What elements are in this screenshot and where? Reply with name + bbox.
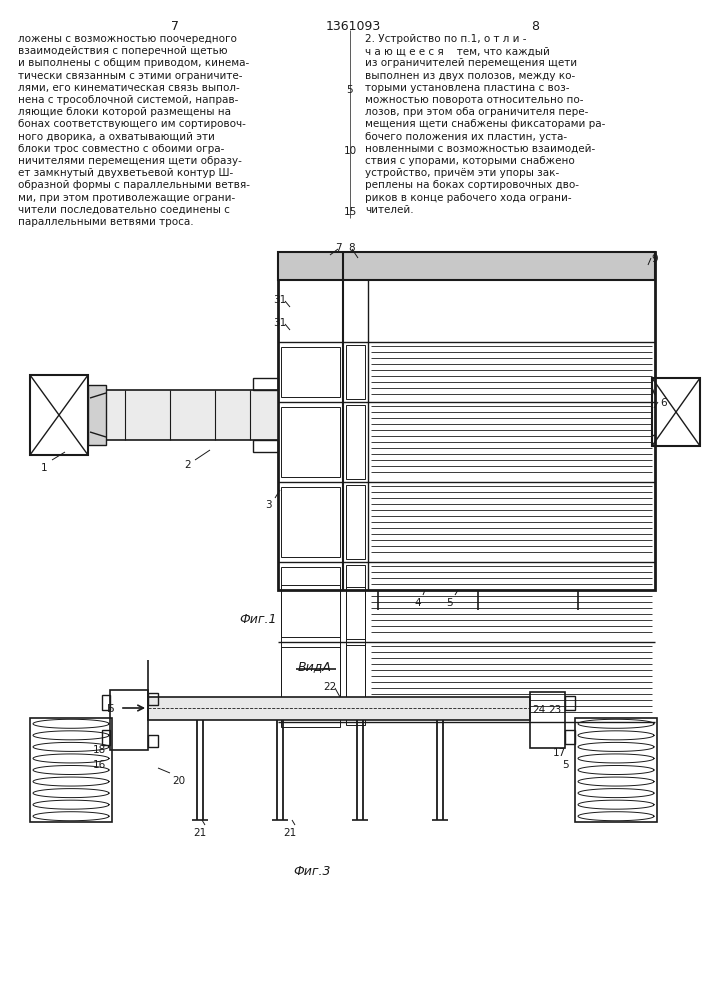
Text: 7: 7: [334, 243, 341, 253]
Text: ет замкнутый двухветьевой контур Ш-: ет замкнутый двухветьевой контур Ш-: [18, 168, 233, 178]
Text: блоки трос совместно с обоими огра-: блоки трос совместно с обоими огра-: [18, 144, 224, 154]
Text: ствия с упорами, которыми снабжено: ствия с упорами, которыми снабжено: [365, 156, 575, 166]
Text: и выполнены с общим приводом, кинема-: и выполнены с общим приводом, кинема-: [18, 58, 250, 68]
Text: 17: 17: [553, 748, 566, 758]
Text: из ограничителей перемещения щети: из ограничителей перемещения щети: [365, 58, 577, 68]
Bar: [253, 378, 278, 390]
Text: 9: 9: [651, 254, 658, 264]
Text: можностью поворота относительно по-: можностью поворота относительно по-: [365, 95, 583, 105]
Bar: [575, 718, 657, 822]
Text: реплены на боках сортировочных дво-: реплены на боках сортировочных дво-: [365, 180, 579, 190]
Text: 31: 31: [274, 295, 286, 305]
Text: образной формы с параллельными ветвя-: образной формы с параллельными ветвя-: [18, 180, 250, 190]
Text: торыми установлена пластина с воз-: торыми установлена пластина с воз-: [365, 83, 570, 93]
Text: 8: 8: [349, 243, 356, 253]
Text: 1361093: 1361093: [325, 20, 380, 33]
Text: бонах соответствующего им сортировоч-: бонах соответствующего им сортировоч-: [18, 119, 246, 129]
Bar: [30, 375, 88, 455]
Text: 15: 15: [344, 207, 356, 217]
Text: мещения щети снабжены фиксаторами ра-: мещения щети снабжены фиксаторами ра-: [365, 119, 605, 129]
Bar: [346, 645, 365, 719]
Bar: [102, 695, 110, 710]
Bar: [281, 585, 340, 727]
Text: выполнен из двух полозов, между ко-: выполнен из двух полозов, между ко-: [365, 71, 575, 81]
Bar: [278, 252, 655, 590]
Text: 18: 18: [93, 745, 106, 755]
Text: 5: 5: [346, 85, 354, 95]
Text: 24: 24: [532, 705, 545, 715]
Text: параллельными ветвями троса.: параллельными ветвями троса.: [18, 217, 194, 227]
Text: устройство, причём эти упоры зак-: устройство, причём эти упоры зак-: [365, 168, 559, 178]
Text: 21: 21: [194, 828, 206, 838]
Bar: [565, 696, 575, 710]
Bar: [148, 697, 530, 720]
Text: 3: 3: [264, 500, 271, 510]
Bar: [281, 347, 340, 397]
Bar: [346, 405, 365, 479]
Text: нена с трособлочной системой, направ-: нена с трособлочной системой, направ-: [18, 95, 238, 105]
Bar: [565, 730, 575, 744]
Text: ного дворика, а охватывающий эти: ного дворика, а охватывающий эти: [18, 132, 215, 142]
Text: лями, его кинематическая связь выпол-: лями, его кинематическая связь выпол-: [18, 83, 240, 93]
Bar: [88, 385, 106, 445]
Text: ч а ю щ е е с я    тем, что каждый: ч а ю щ е е с я тем, что каждый: [365, 46, 550, 56]
Text: чители последовательно соединены с: чители последовательно соединены с: [18, 205, 230, 215]
Bar: [281, 567, 340, 637]
Text: 20: 20: [172, 776, 185, 786]
Text: взаимодействия с поперечной щетью: взаимодействия с поперечной щетью: [18, 46, 228, 56]
Text: 8: 8: [531, 20, 539, 33]
Bar: [281, 487, 340, 557]
Text: новленными с возможностью взаимодей-: новленными с возможностью взаимодей-: [365, 144, 595, 154]
Text: Фиг.3: Фиг.3: [293, 865, 331, 878]
Text: 16: 16: [93, 760, 106, 770]
Bar: [253, 440, 278, 452]
Text: 2: 2: [185, 460, 192, 470]
Text: 5: 5: [562, 760, 568, 770]
Text: ми, при этом противолежащие ограни-: ми, при этом противолежащие ограни-: [18, 193, 235, 203]
Text: Б: Б: [107, 704, 115, 714]
Text: бочего положения их пластин, уста-: бочего положения их пластин, уста-: [365, 132, 567, 142]
Text: чителей.: чителей.: [365, 205, 414, 215]
Bar: [30, 718, 112, 822]
Bar: [346, 485, 365, 559]
Bar: [148, 735, 158, 747]
Text: 21: 21: [284, 828, 297, 838]
Text: 6: 6: [660, 398, 667, 408]
Bar: [652, 378, 700, 446]
Text: 1: 1: [41, 463, 47, 473]
Bar: [278, 252, 655, 280]
Text: риков в конце рабочего хода ограни-: риков в конце рабочего хода ограни-: [365, 193, 572, 203]
Text: 10: 10: [344, 146, 356, 156]
Text: 7: 7: [171, 20, 179, 33]
Text: 5: 5: [447, 598, 453, 608]
Bar: [148, 693, 158, 705]
Text: тически связанным с этими ограничите-: тически связанным с этими ограничите-: [18, 71, 243, 81]
Text: Фиг.1: Фиг.1: [239, 613, 276, 626]
Text: ляющие блоки которой размещены на: ляющие блоки которой размещены на: [18, 107, 231, 117]
Text: ВидА: ВидА: [298, 660, 332, 673]
Bar: [110, 690, 148, 750]
Bar: [102, 730, 110, 745]
Bar: [90, 390, 278, 440]
Text: ложены с возможностью поочередного: ложены с возможностью поочередного: [18, 34, 237, 44]
Text: 31: 31: [274, 318, 286, 328]
Text: 4: 4: [415, 598, 421, 608]
Bar: [281, 407, 340, 477]
Bar: [346, 587, 365, 725]
Bar: [530, 692, 565, 748]
Bar: [346, 345, 365, 399]
Text: лозов, при этом оба ограничителя пере-: лозов, при этом оба ограничителя пере-: [365, 107, 588, 117]
Text: 23: 23: [548, 705, 561, 715]
Text: ничителями перемещения щети образу-: ничителями перемещения щети образу-: [18, 156, 242, 166]
Bar: [281, 647, 340, 717]
Bar: [346, 565, 365, 639]
Text: 2. Устройство по п.1, о т л и -: 2. Устройство по п.1, о т л и -: [365, 34, 527, 44]
Text: 22: 22: [323, 682, 337, 692]
